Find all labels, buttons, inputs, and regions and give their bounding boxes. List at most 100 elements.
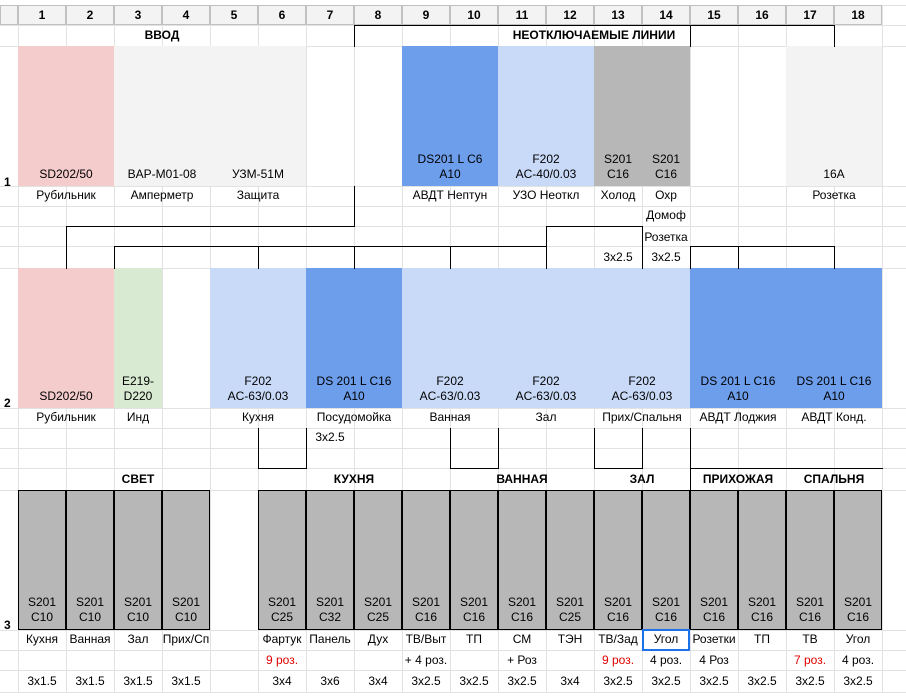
wire — [690, 246, 835, 247]
column-header-17[interactable]: 17 — [786, 5, 834, 25]
row-number-1: 1 — [4, 175, 11, 189]
row1-device-3[interactable]: DS201 L C6 A10 — [402, 46, 498, 186]
row3-label-3: Прих/Сп — [162, 632, 210, 646]
gridline-h — [0, 186, 906, 187]
row1-device-1[interactable]: BAP-M01-08 — [114, 46, 210, 186]
row1-rozetka-label: Розетка — [644, 230, 688, 244]
row1-device-2[interactable]: УЗМ-51М — [210, 46, 306, 186]
row1-device-6[interactable]: S201 C16 — [642, 46, 690, 186]
gridline-h — [0, 692, 906, 693]
gridline-h — [0, 206, 906, 207]
column-header-15[interactable]: 15 — [690, 5, 738, 25]
row3-breaker-0[interactable]: S201 C10 — [18, 490, 66, 630]
row3-label-11: ТВ/Зад — [598, 632, 638, 646]
row2-device-1[interactable]: E219- D220 — [114, 268, 162, 408]
wire — [258, 468, 307, 469]
column-header-9[interactable]: 9 — [402, 5, 450, 25]
wire — [258, 246, 259, 269]
column-header-1[interactable]: 1 — [18, 5, 66, 25]
row3-cable-1: 3x1.5 — [75, 674, 105, 688]
row2-device-5[interactable]: F202 AC-63/0.03 — [498, 268, 594, 408]
title-vannaya: ВАННАЯ — [496, 472, 548, 486]
row2-device-3[interactable]: DS 201 L C16 A10 — [306, 268, 402, 408]
row2-device-2[interactable]: F202 AC-63/0.03 — [210, 268, 306, 408]
wire — [498, 428, 499, 469]
row2-device-0[interactable]: SD202/50 — [18, 268, 114, 408]
row1-label-1: Амперметр — [130, 188, 194, 202]
wire — [66, 226, 67, 269]
row3-note-15: 7 роз. — [793, 653, 827, 667]
row3-cable-14: 3x2.5 — [747, 674, 777, 688]
row3-label-16: Угол — [845, 632, 871, 646]
column-header-3[interactable]: 3 — [114, 5, 162, 25]
row2-device-4[interactable]: F202 AC-63/0.03 — [402, 268, 498, 408]
row3-breaker-12[interactable]: S201 C16 — [642, 490, 690, 630]
column-header-4[interactable]: 4 — [162, 5, 210, 25]
column-header-12[interactable]: 12 — [546, 5, 594, 25]
wire — [114, 246, 115, 269]
row3-label-12: Угол — [653, 632, 679, 646]
row1-domof-label: Домоф — [646, 208, 686, 222]
column-header-16[interactable]: 16 — [738, 5, 786, 25]
column-header-18[interactable]: 18 — [834, 5, 882, 25]
row3-note-9: + Роз — [507, 653, 537, 667]
row3-breaker-14[interactable]: S201 C16 — [738, 490, 786, 630]
row3-breaker-3[interactable]: S201 C10 — [162, 490, 210, 630]
row2-label-2: Кухня — [241, 410, 275, 424]
row1-device-5[interactable]: S201 C16 — [594, 46, 642, 186]
column-header-5[interactable]: 5 — [210, 5, 258, 25]
row3-note-16: 4 роз. — [841, 653, 875, 667]
row3-breaker-10[interactable]: S201 C25 — [546, 490, 594, 630]
gridline-h — [0, 448, 906, 449]
row1-cable-1: 3x2.5 — [603, 250, 633, 264]
row3-breaker-13[interactable]: S201 C16 — [690, 490, 738, 630]
row3-breaker-9[interactable]: S201 C16 — [498, 490, 546, 630]
row1-device-4[interactable]: F202 AC-40/0.03 — [498, 46, 594, 186]
row3-cable-12: 3x2.5 — [651, 674, 681, 688]
wire — [642, 226, 643, 269]
column-header-14[interactable]: 14 — [642, 5, 690, 25]
row3-cable-13: 3x2.5 — [699, 674, 729, 688]
wire — [642, 428, 643, 469]
gridline-h — [0, 650, 906, 651]
row3-breaker-16[interactable]: S201 C16 — [834, 490, 882, 630]
row3-breaker-11[interactable]: S201 C16 — [594, 490, 642, 630]
column-header-6[interactable]: 6 — [258, 5, 306, 25]
corner-cell[interactable] — [0, 5, 18, 25]
row2-label-0: Рубильник — [36, 410, 96, 424]
row3-cable-4: 3x4 — [272, 674, 292, 688]
row3-breaker-2[interactable]: S201 C10 — [114, 490, 162, 630]
row-number-2: 2 — [4, 396, 11, 410]
row1-device-0[interactable]: SD202/50 — [18, 46, 114, 186]
row3-breaker-6[interactable]: S201 C25 — [354, 490, 402, 630]
row3-breaker-5[interactable]: S201 C32 — [306, 490, 354, 630]
row3-note-11: 9 роз. — [601, 653, 635, 667]
wire — [114, 246, 547, 247]
title-neotkl: НЕОТКЛЮЧАЕМЫЕ ЛИНИИ — [512, 28, 676, 42]
row2-device-6[interactable]: F202 AC-63/0.03 — [594, 268, 690, 408]
row1-label-4: УЗО Неоткл — [512, 188, 580, 202]
column-header-8[interactable]: 8 — [354, 5, 402, 25]
wire — [594, 428, 595, 469]
row3-label-5: Панель — [309, 632, 351, 646]
row2-device-8[interactable]: DS 201 L C16 A10 — [786, 268, 882, 408]
wire — [66, 226, 355, 227]
column-header-10[interactable]: 10 — [450, 5, 498, 25]
selected-cell[interactable] — [642, 629, 690, 651]
column-header-11[interactable]: 11 — [498, 5, 546, 25]
column-header-13[interactable]: 13 — [594, 5, 642, 25]
row3-cable-9: 3x2.5 — [507, 674, 537, 688]
column-header-7[interactable]: 7 — [306, 5, 354, 25]
row3-breaker-4[interactable]: S201 C25 — [258, 490, 306, 630]
column-header-2[interactable]: 2 — [66, 5, 114, 25]
row2-label-4: Ванная — [429, 410, 471, 424]
row3-breaker-7[interactable]: S201 C16 — [402, 490, 450, 630]
title-svet: СВЕТ — [121, 472, 155, 486]
row3-breaker-1[interactable]: S201 C10 — [66, 490, 114, 630]
row1-device-7[interactable]: 16A — [786, 46, 882, 186]
row3-breaker-8[interactable]: S201 C16 — [450, 490, 498, 630]
row2-device-7[interactable]: DS 201 L C16 A10 — [690, 268, 786, 408]
row3-label-4: Фартук — [262, 632, 302, 646]
row3-breaker-15[interactable]: S201 C16 — [786, 490, 834, 630]
